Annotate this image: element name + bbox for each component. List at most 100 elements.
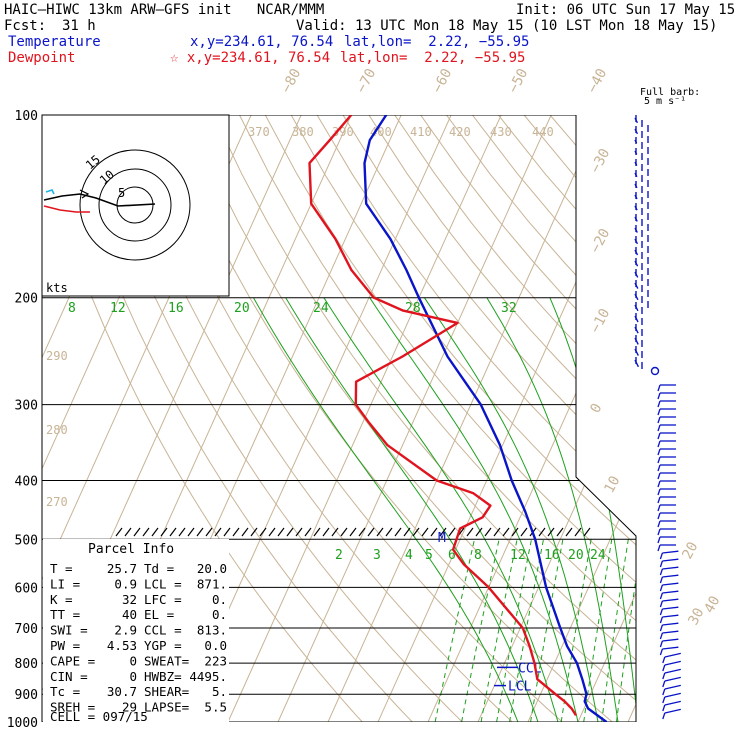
parcel-value: 4495. [189,669,227,684]
wind-barb [662,566,679,570]
wind-barb [659,624,664,632]
isotherm [728,115,740,722]
level-tick [394,527,402,537]
level-tick [421,527,429,537]
hodograph-trace [43,205,90,213]
level-tick [502,527,510,537]
legend-dewpoint: Dewpoint [8,50,76,66]
mixing-ratio-label: 20 [568,548,584,563]
level-tick [367,527,375,537]
mixing-ratio-line [601,539,629,722]
dry-adiabat [57,115,413,722]
pressure-label: 700 [15,622,38,637]
parcel-label: PW = [50,638,80,653]
wind-barb [659,552,664,560]
wind-barb [657,408,661,416]
wind-barb [662,688,666,696]
level-tick [340,527,348,537]
parcel-value: 5. [212,684,227,699]
wind-barb [659,592,664,600]
mixing-ratio-line [583,539,613,722]
parcel-label: CCL = [144,623,182,638]
wind-barb [662,638,679,642]
wind-barb [662,696,666,704]
legend-temperature: Temperature [8,34,101,50]
wind-barb [662,680,666,688]
dewpoint-profile [308,115,578,716]
parcel-label: LI = [50,576,80,591]
parcel-value: 0. [212,607,227,622]
wind-barb [657,416,661,424]
mixing-ratio-label: 5 [425,548,433,563]
level-tick [412,527,420,537]
dry-adiabat [342,115,636,722]
wind-barb [664,700,681,706]
wind-barb [662,574,679,578]
hodograph-units: kts [46,281,68,295]
pressure-label: 800 [15,657,38,672]
level-tick [151,527,159,537]
dry-adiabat [523,115,636,722]
wind-barb [659,608,664,616]
parcel-value: 2.9 [114,623,137,638]
mixing-ratio-label: 24 [590,548,606,563]
wind-barb [664,692,681,698]
dry-adiabat [109,115,513,722]
valid-time: Valid: 13 UTC Mon 18 May 15 (10 LST Mon … [296,18,718,34]
wind-barb [657,536,661,544]
isotherm [627,115,636,722]
mixing-ratio-line [509,539,544,722]
dry-adiabat [394,115,636,722]
wind-barb [662,630,679,634]
wind-barb [662,664,666,672]
parcel-value: 0. [212,592,227,607]
dry-adiabat [446,115,636,722]
level-tick [214,527,222,537]
level-tick [484,527,492,537]
hodograph-trace [43,193,156,207]
level-tick [349,527,357,537]
isotherm-label: −30 [587,146,613,176]
temperature-profile [363,115,608,722]
theta-label: 290 [46,349,68,363]
hodograph-ring-label: 5 [118,186,125,200]
wind-barb [662,558,679,562]
isotherm [477,115,636,722]
wind-barb [657,424,661,432]
level-tick [286,527,294,537]
wind-barb [664,660,681,666]
isotherm [678,115,740,722]
level-tick [196,527,204,537]
barb-legend: Full barb: [640,87,700,98]
dewpoint-xy: ☆ x,y=234.61, 76.54 [170,50,331,66]
level-tick [547,527,555,537]
wind-barb [662,550,679,554]
parcel-info-box [43,539,229,722]
parcel-value: 0.0 [204,638,227,653]
wind-barb [662,614,679,618]
wind-barb [657,544,661,552]
theta-label: 270 [46,495,68,509]
theta-label: 440 [532,125,554,139]
level-tick [538,527,546,537]
parcel-label: T = [50,561,73,576]
parcel-label: SWI = [50,623,88,638]
mixing-ratio-label: 6 [448,548,456,563]
isotherm-label: −60 [429,66,455,96]
mixing-ratio-label: 24 [313,301,329,316]
wind-barb [664,652,681,658]
parcel-label: SREH = [50,700,95,715]
pressure-label: 1000 [7,716,38,731]
wind-barb [662,582,679,586]
dry-adiabat [213,115,636,722]
isotherm [527,115,636,722]
theta-label: 390 [332,125,354,139]
mixing-ratio-label: 16 [544,548,560,563]
pressure-label: 300 [15,399,38,414]
isotherm-label: 40 [701,593,723,615]
parcel-info-title: Parcel Info [88,542,174,557]
mixing-ratio-line [434,539,475,722]
init-time: Init: 06 UTC Sun 17 May 15 [516,2,736,18]
theta-label: 370 [248,125,270,139]
